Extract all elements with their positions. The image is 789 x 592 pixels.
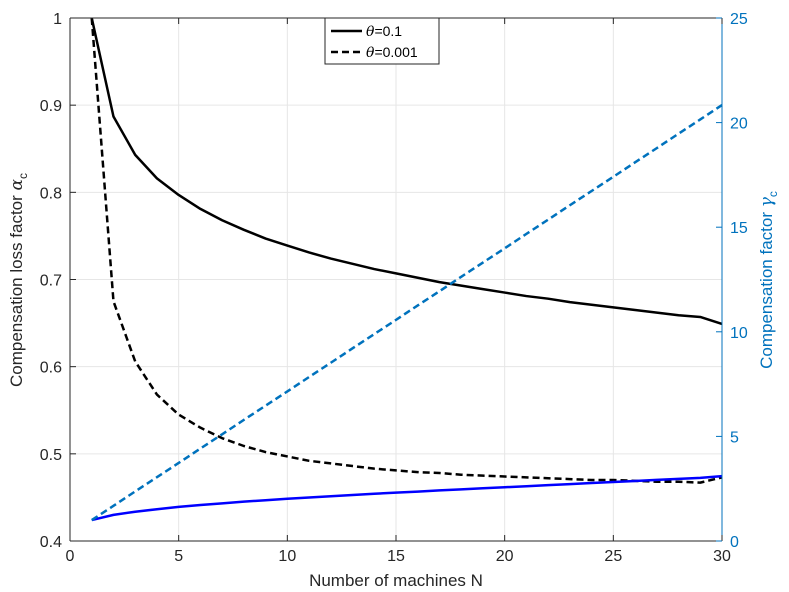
legend-symbol-theta-0-001: θ [366,45,375,61]
legend-symbol-theta-0-1: θ [366,24,375,40]
y-axis-left-label-symbol: α [7,178,27,190]
y-axis-right-label-text: Compensation factor [757,207,776,369]
y-left-tick-label-0.9: 0.9 [40,98,62,115]
y-axis-right-label-symbol: γ [757,196,777,207]
x-tick-label-5: 5 [174,548,183,565]
y-left-tick-label-0.8: 0.8 [40,185,62,202]
y-right-tick-label-20: 20 [730,116,748,133]
series-line-1 [90,17,723,484]
y-left-tick-label-1: 1 [53,11,62,28]
legend-text-theta-0-1: =0.1 [374,23,402,39]
y-axis-left-label-subscript: c [16,173,30,179]
y-axis-right-label-subscript: c [766,191,780,197]
x-tick-label-15: 15 [387,548,405,565]
y-left-tick-label-0.6: 0.6 [40,360,62,377]
legend-label-theta-0-1: θ=0.1 [366,23,402,40]
y-axis-left-label: Compensation loss factor αc [7,173,30,387]
y-right-tick-label-10: 10 [730,325,748,342]
y-right-tick-label-15: 15 [730,220,748,237]
x-tick-label-20: 20 [496,548,514,565]
x-axis-label: Number of machines N [309,571,483,590]
y-axis-left-label-text: Compensation loss factor [7,190,26,387]
series-line-3 [91,103,723,522]
series-layer [90,17,723,522]
legend-label-theta-0-001: θ=0.001 [366,44,418,61]
y-right-tick-label-5: 5 [730,429,739,446]
ticks-layer: 0 5 10 15 20 25 300.40.50.60.70.80.91051015202… [40,11,748,565]
y-axis-right-label: Compensation factor γc [757,191,780,369]
series-line-0 [90,17,723,326]
y-right-tick-label-0: 0 [730,534,739,551]
y-left-tick-label-0.7: 0.7 [40,273,62,290]
x-tick-label-10: 10 [278,548,296,565]
x-tick-label-30: 30 [713,548,731,565]
y-left-tick-label-0.5: 0.5 [40,447,62,464]
x-tick-label-25: 25 [604,548,622,565]
series-line-2 [91,474,723,522]
y-right-tick-label-25: 25 [730,11,748,28]
x-tick-label-0: 0 [66,548,75,565]
legend-text-theta-0-001: =0.001 [374,44,417,60]
legend-box [324,17,440,65]
legend: θ=0.1 θ=0.001 [324,17,440,65]
y-left-tick-label-0.4: 0.4 [40,534,62,551]
grid-layer [70,18,722,541]
